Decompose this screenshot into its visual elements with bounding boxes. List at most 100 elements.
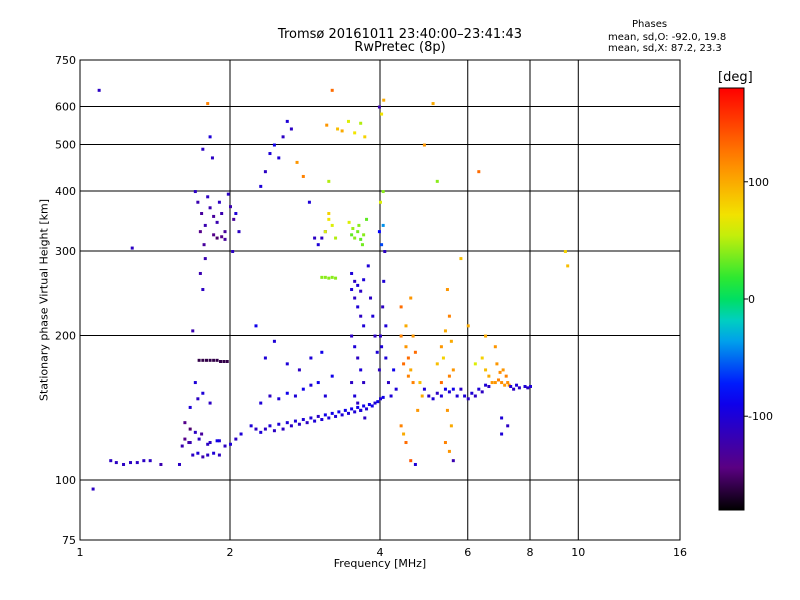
- data-point: [202, 243, 206, 247]
- y-tick-label: 400: [55, 185, 76, 198]
- data-point: [223, 444, 227, 448]
- data-point: [293, 419, 297, 423]
- data-point: [316, 243, 320, 247]
- y-tick-label: 750: [55, 54, 76, 67]
- data-point: [208, 206, 212, 210]
- data-point: [447, 390, 451, 394]
- data-point: [380, 112, 384, 116]
- data-point: [197, 437, 201, 441]
- data-point: [330, 88, 334, 92]
- data-point: [219, 360, 223, 364]
- data-point: [470, 391, 474, 395]
- data-point: [523, 384, 527, 388]
- data-point: [382, 279, 386, 283]
- data-point: [495, 362, 499, 366]
- data-point: [129, 461, 133, 465]
- data-point: [359, 408, 363, 412]
- data-point: [409, 368, 413, 372]
- stats-heading: Phases: [632, 19, 668, 30]
- data-point: [272, 143, 276, 147]
- data-point: [327, 179, 331, 183]
- data-point: [350, 271, 354, 275]
- data-point: [301, 387, 305, 391]
- data-point: [353, 345, 357, 349]
- data-point: [480, 390, 484, 394]
- data-point: [376, 400, 380, 404]
- data-point: [506, 424, 510, 428]
- data-point: [447, 374, 451, 378]
- data-point: [212, 214, 216, 218]
- data-point: [215, 358, 219, 362]
- data-point: [359, 121, 363, 125]
- data-point: [188, 405, 192, 409]
- data-point: [320, 275, 324, 279]
- data-point: [327, 217, 331, 221]
- data-point: [289, 424, 293, 428]
- data-point: [237, 230, 241, 234]
- data-point: [493, 381, 497, 385]
- data-point: [406, 374, 410, 378]
- data-point: [439, 345, 443, 349]
- x-tick-label: 10: [571, 546, 585, 559]
- data-point: [226, 192, 230, 196]
- data-point: [466, 324, 470, 328]
- data-point: [188, 427, 192, 431]
- data-point: [259, 430, 263, 434]
- data-point: [203, 257, 207, 261]
- y-tick-label: 500: [55, 139, 76, 152]
- colorbar: [718, 87, 745, 511]
- data-point: [377, 368, 381, 372]
- data-point: [215, 220, 219, 224]
- data-point: [500, 432, 504, 436]
- data-point: [206, 453, 210, 457]
- colorbar-tick-label: 0: [748, 293, 755, 306]
- data-point: [208, 135, 212, 139]
- data-point: [320, 418, 324, 422]
- data-point: [466, 397, 470, 401]
- data-point: [293, 394, 297, 398]
- data-point: [356, 401, 360, 405]
- data-point: [473, 394, 477, 398]
- data-point: [337, 410, 341, 414]
- data-point: [498, 370, 502, 374]
- data-point: [201, 288, 205, 292]
- data-point: [435, 391, 439, 395]
- chart-title-line2: RwPretec (8p): [354, 40, 446, 55]
- data-point: [451, 459, 455, 463]
- data-point: [443, 441, 447, 445]
- data-point: [350, 233, 354, 237]
- data-point: [362, 404, 366, 408]
- data-point: [459, 257, 463, 261]
- colorbar-tick-label: -100: [748, 410, 773, 423]
- data-point: [208, 441, 212, 445]
- data-point: [422, 143, 426, 147]
- data-point: [379, 334, 382, 338]
- data-point: [363, 135, 367, 139]
- data-point: [191, 329, 195, 333]
- data-point: [463, 394, 467, 398]
- data-point: [422, 387, 426, 391]
- data-point: [384, 356, 388, 360]
- data-point: [198, 230, 202, 234]
- data-point: [411, 381, 415, 385]
- data-point: [406, 356, 410, 360]
- data-point: [362, 233, 366, 237]
- data-point: [484, 334, 488, 338]
- data-point: [334, 236, 338, 240]
- data-point: [394, 387, 398, 391]
- data-point: [362, 278, 366, 282]
- data-point: [496, 378, 500, 382]
- data-point: [281, 427, 285, 431]
- data-point: [487, 374, 491, 378]
- data-point: [404, 345, 408, 349]
- data-point: [381, 305, 385, 309]
- data-point: [285, 119, 289, 123]
- x-tick-label: 8: [527, 546, 534, 559]
- data-point: [201, 147, 205, 151]
- data-point: [254, 427, 258, 431]
- data-point: [515, 383, 519, 387]
- data-point: [441, 356, 445, 360]
- data-point: [320, 350, 324, 354]
- data-point: [399, 334, 403, 338]
- data-point: [334, 276, 338, 280]
